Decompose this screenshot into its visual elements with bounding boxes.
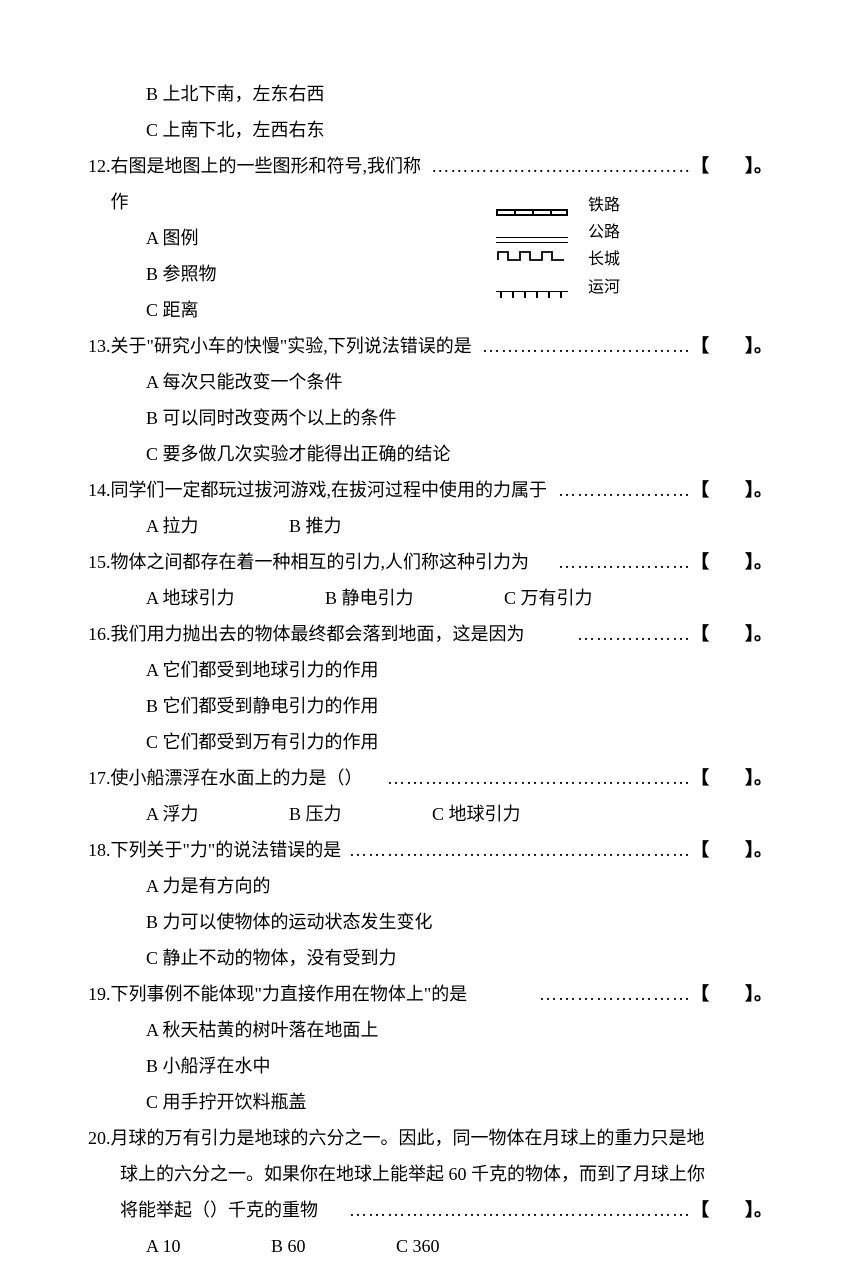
q15-options: A 地球引力 B 静电引力 C 万有引力 — [88, 580, 772, 616]
dots-fill: …………………… — [467, 976, 691, 1012]
dots-fill: …………………………… — [472, 328, 691, 364]
q13-option-a: A 每次只能改变一个条件 — [88, 364, 772, 400]
q17-option-a: A 浮力 — [146, 796, 199, 832]
q17-text: 使小船漂浮在水面上的力是（） — [111, 760, 363, 796]
q15-line: 15. 物体之间都存在着一种相互的引力,人们称这种引力为 ………………… 【 】… — [88, 544, 772, 580]
q12-text: 右图是地图上的一些图形和符号,我们称作 — [111, 148, 432, 220]
q20-line1: 20.月球的万有引力是地球的六分之一。因此，同一物体在月球上的重力只是地 — [88, 1120, 772, 1156]
q20-num: 20. — [88, 1128, 111, 1148]
answer-bracket[interactable]: 【 】。 — [691, 616, 772, 652]
q13-num: 13. — [88, 328, 111, 364]
legend-canal-label: 运河 — [588, 274, 620, 301]
map-legend-figure: 铁路 公路 长城 运河 — [496, 192, 620, 301]
q14-line: 14. 同学们一定都玩过拔河游戏,在拔河过程中使用的力属于 ………………… 【 … — [88, 472, 772, 508]
q16-option-a: A 它们都受到地球引力的作用 — [88, 652, 772, 688]
answer-bracket[interactable]: 【 】。 — [691, 760, 772, 796]
q13-line: 13. 关于"研究小车的快慢"实验,下列说法错误的是 …………………………… 【… — [88, 328, 772, 364]
answer-bracket[interactable]: 【 】。 — [691, 472, 772, 508]
answer-bracket[interactable]: 【 】。 — [691, 148, 772, 184]
q17-num: 17. — [88, 760, 111, 796]
q17-options: A 浮力 B 压力 C 地球引力 — [88, 796, 772, 832]
q20-line2: 球上的六分之一。如果你在地球上能举起 60 千克的物体，而到了月球上你 — [88, 1156, 772, 1192]
q20-line3: 将能举起（）千克的重物 ……………………………………………… 【 】。 — [88, 1192, 772, 1228]
q16-line: 16. 我们用力抛出去的物体最终都会落到地面，这是因为 ……………… 【 】。 — [88, 616, 772, 652]
q12-line: 12. 右图是地图上的一些图形和符号,我们称作 …………………………………… 【… — [88, 148, 772, 220]
q13-option-c: C 要多做几次实验才能得出正确的结论 — [88, 436, 772, 472]
legend-rail-label: 铁路 — [588, 192, 620, 219]
q18-option-a: A 力是有方向的 — [88, 868, 772, 904]
answer-bracket[interactable]: 【 】。 — [691, 544, 772, 580]
q19-option-b: B 小船浮在水中 — [88, 1048, 772, 1084]
greatwall-icon — [496, 246, 588, 273]
dots-fill: ……………………………………………… — [318, 1192, 691, 1228]
legend-wall-label: 长城 — [588, 246, 620, 273]
q20-text1: 月球的万有引力是地球的六分之一。因此，同一物体在月球上的重力只是地 — [111, 1128, 705, 1148]
q17-option-c: C 地球引力 — [432, 796, 521, 832]
q11-option-b: B 上北下南，左东右西 — [88, 76, 772, 112]
q17-line: 17. 使小船漂浮在水面上的力是（） ………………………………………… 【 】。 — [88, 760, 772, 796]
q20-options: A 10 B 60 C 360 — [88, 1228, 772, 1264]
q15-num: 15. — [88, 544, 111, 580]
q20-text3: 将能举起（）千克的重物 — [120, 1192, 318, 1228]
q16-option-b: B 它们都受到静电引力的作用 — [88, 688, 772, 724]
q11-option-c: C 上南下北，左西右东 — [88, 112, 772, 148]
q16-text: 我们用力抛出去的物体最终都会落到地面，这是因为 — [111, 616, 525, 652]
q19-option-c: C 用手拧开饮料瓶盖 — [88, 1084, 772, 1120]
dots-fill: ………………… — [529, 544, 691, 580]
answer-bracket[interactable]: 【 】。 — [691, 328, 772, 364]
q15-text: 物体之间都存在着一种相互的引力,人们称这种引力为 — [111, 544, 530, 580]
q19-text: 下列事例不能体现"力直接作用在物体上"的是 — [111, 976, 468, 1012]
q15-option-c: C 万有引力 — [504, 580, 593, 616]
dots-fill: ………………………………………… — [363, 760, 692, 796]
q14-options: A 拉力 B 推力 — [88, 508, 772, 544]
dots-fill: …………………………………… — [431, 148, 691, 184]
q20-option-a: A 10 — [146, 1228, 181, 1264]
q17-option-b: B 压力 — [289, 796, 342, 832]
q18-option-c: C 静止不动的物体，没有受到力 — [88, 940, 772, 976]
q15-option-b: B 静电引力 — [325, 580, 414, 616]
q13-text: 关于"研究小车的快慢"实验,下列说法错误的是 — [111, 328, 472, 364]
dots-fill: ………………… — [547, 472, 691, 508]
q14-option-b: B 推力 — [289, 508, 342, 544]
q14-option-a: A 拉力 — [146, 508, 199, 544]
q18-text: 下列关于"力"的说法错误的是 — [111, 832, 342, 868]
q12-option-b: B 参照物 — [88, 256, 772, 292]
q13-option-b: B 可以同时改变两个以上的条件 — [88, 400, 772, 436]
q12-num: 12. — [88, 148, 111, 184]
q18-line: 18. 下列关于"力"的说法错误的是 ……………………………………………… 【 … — [88, 832, 772, 868]
q18-num: 18. — [88, 832, 111, 868]
answer-bracket[interactable]: 【 】。 — [691, 1192, 772, 1228]
q19-line: 19. 下列事例不能体现"力直接作用在物体上"的是 …………………… 【 】。 — [88, 976, 772, 1012]
q18-option-b: B 力可以使物体的运动状态发生变化 — [88, 904, 772, 940]
q16-option-c: C 它们都受到万有引力的作用 — [88, 724, 772, 760]
legend-road-label: 公路 — [588, 219, 620, 246]
q12-option-a: A 图例 — [88, 220, 772, 256]
q19-option-a: A 秋天枯黄的树叶落在地面上 — [88, 1012, 772, 1048]
q14-text: 同学们一定都玩过拔河游戏,在拔河过程中使用的力属于 — [111, 472, 548, 508]
q14-num: 14. — [88, 472, 111, 508]
q15-option-a: A 地球引力 — [146, 580, 235, 616]
q16-num: 16. — [88, 616, 111, 652]
q20-option-c: C 360 — [396, 1228, 440, 1264]
q20-option-b: B 60 — [271, 1228, 306, 1264]
dots-fill: ……………………………………………… — [341, 832, 691, 868]
q12-option-c: C 距离 — [88, 292, 772, 328]
answer-bracket[interactable]: 【 】。 — [691, 832, 772, 868]
dots-fill: ……………… — [525, 616, 692, 652]
q19-num: 19. — [88, 976, 111, 1012]
answer-bracket[interactable]: 【 】。 — [691, 976, 772, 1012]
